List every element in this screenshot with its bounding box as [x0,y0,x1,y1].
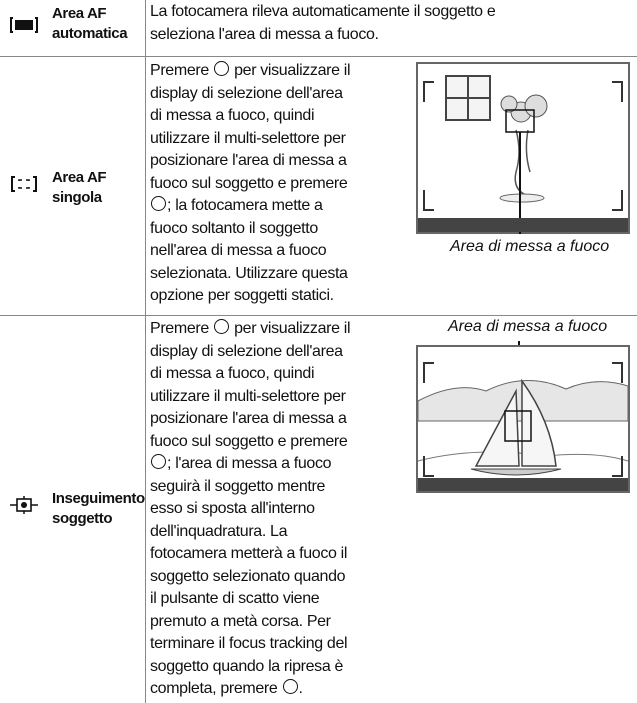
label-line: Area AF [52,168,107,188]
text: per visualizzare il [230,62,351,79]
label-text: singola [52,189,102,206]
text: selezionata. Utilizzare questa [150,264,348,282]
label-line: singola [52,188,106,208]
label-line: automatica [52,24,128,44]
row-label: Area AF singola [52,168,107,208]
label-text: Area AF [52,169,107,186]
ok-button-icon [151,196,166,211]
text-line: seleziona l'area di messa a fuoco. [150,24,495,47]
text: di messa a fuoco, quindi [150,107,315,124]
label-line: Area AF [52,4,127,24]
label-text: soggetto [52,510,113,527]
text-line: ; la fotocamera mette a [150,195,350,218]
text: fuoco sul soggetto e premere [150,432,348,450]
column-border [145,0,146,703]
text: soggetto quando la ripresa è [150,657,344,675]
text-line: La fotocamera rileva automaticamente il … [150,1,496,24]
ok-button-icon [282,679,298,694]
text-line: di messa a fuoco, quindi [150,363,350,386]
text: La fotocamera rileva automaticamente il … [150,3,496,20]
text-line: fuoco soltanto il soggetto [150,218,350,241]
label-line: Inseguimento [52,489,145,509]
row-text: Premere per visualizzare il display di se… [150,60,351,308]
text-line: selezionata. Utilizzare questa [150,263,350,286]
ok-button-icon [151,454,166,469]
text-line: soggetto selezionato quando [150,566,350,589]
text-line: display di selezione dell'area [150,341,350,364]
text: premuto a metà corsa. Per [150,612,331,630]
text: display di selezione dell'area [150,84,343,102]
text: Premere [150,320,213,337]
text: display di selezione dell'area [150,342,343,360]
text: ; l'area di messa a fuoco [167,455,332,472]
text: fuoco soltanto il soggetto [150,219,318,237]
ok-button-icon [214,61,229,76]
label-line: soggetto [52,509,145,529]
text: seguirà il soggetto mentre [150,477,326,495]
text: posizionare l'area di messa a [150,152,347,169]
text-line: completa, premere . [150,678,350,701]
image-caption: Area di messa a fuoco [448,318,608,335]
row-text: Premere per visualizzare il display di se… [150,318,351,701]
text: nell'area di messa a fuoco [150,242,327,259]
label-text: Area AF [52,5,107,22]
text-line: posizionare l'area di messa a [150,408,350,431]
text-line: nell'area di messa a fuoco [150,240,350,263]
text-line: ; l'area di messa a fuoco [150,453,350,476]
image-caption: Area di messa a fuoco [450,238,610,255]
text-line: display di selezione dell'area [150,83,350,106]
row-label: Area AF automatica [52,4,128,44]
text: posizionare l'area di messa a [150,410,347,427]
row-border [0,56,637,57]
row-label: Inseguimento soggetto [52,489,145,529]
text: ; la fotocamera mette a [167,197,323,214]
text-line: utilizzare il multi-selettore per [150,128,350,151]
text-line: esso si sposta all'interno [150,498,350,521]
text-line: fotocamera metterà a fuoco il [150,543,350,566]
text: seleziona l'area di messa a fuoco. [150,25,379,43]
text-line: Premere per visualizzare il [150,318,351,341]
text: utilizzare il multi-selettore per [150,129,346,147]
row-text: La fotocamera rileva automaticamente il … [150,1,496,47]
text-line: premuto a metà corsa. Per [150,611,350,634]
text: opzione per soggetti statici. [150,287,334,304]
row-border [0,315,637,316]
text: per visualizzare il [230,320,351,337]
ok-button-icon [214,319,229,334]
text-line: fuoco sul soggetto e premere [150,431,350,454]
text: di messa a fuoco, quindi [150,365,315,382]
camera-screen-image [416,62,630,234]
text-line: dell'inquadratura. La [150,521,350,544]
auto-area-icon [10,17,38,33]
text: dell'inquadratura. La [150,522,288,540]
camera-screen-image [416,341,630,493]
text: fotocamera metterà a fuoco il [150,545,348,562]
text-line: di messa a fuoco, quindi [150,105,350,128]
text-line: posizionare l'area di messa a [150,150,350,173]
tracking-icon [10,496,38,514]
label-text: Inseguimento [52,490,145,507]
text: Premere [150,62,213,79]
text: completa, premere [150,680,282,697]
text-line: utilizzare il multi-selettore per [150,386,350,409]
text-line: Premere per visualizzare il [150,60,351,83]
text-line: terminare il focus tracking del [150,633,350,656]
text: terminare il focus tracking del [150,635,348,652]
text-line: seguirà il soggetto mentre [150,476,350,499]
text-line: soggetto quando la ripresa è [150,656,350,679]
text-line: fuoco sul soggetto e premere [150,173,350,196]
label-text: automatica [52,25,128,42]
text-line: il pulsante di scatto viene [150,588,350,611]
text-line: opzione per soggetti statici. [150,285,350,308]
text: . [298,680,303,697]
text: utilizzare il multi-selettore per [150,387,346,405]
text: fuoco sul soggetto e premere [150,174,348,192]
text: esso si sposta all'interno [150,500,315,517]
single-area-icon [11,176,37,192]
text: il pulsante di scatto viene [150,590,320,607]
text: soggetto selezionato quando [150,567,346,585]
